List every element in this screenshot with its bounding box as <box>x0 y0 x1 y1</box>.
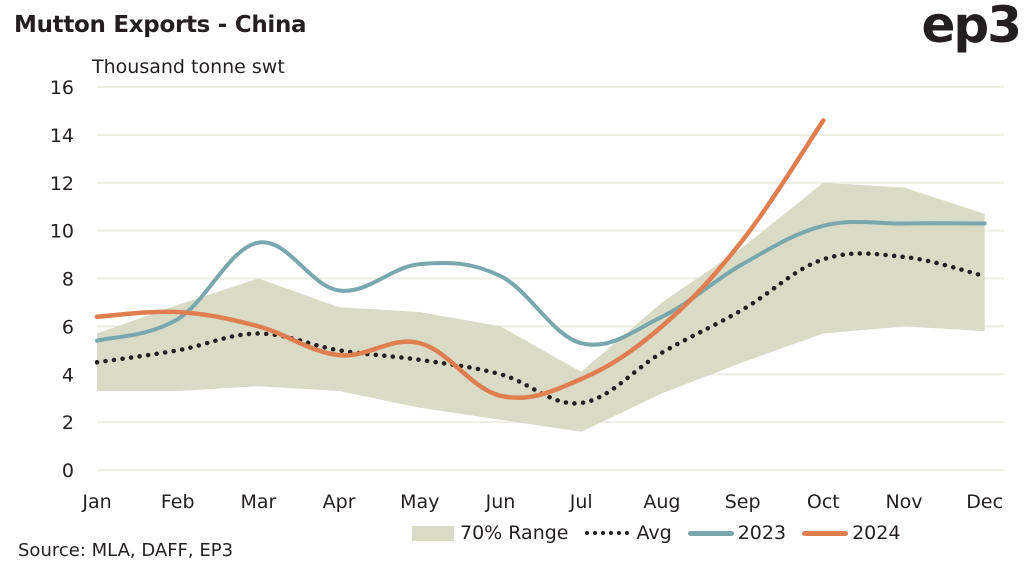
y-tick-label: 14 <box>50 125 74 147</box>
y-tick-label: 12 <box>50 173 74 195</box>
legend-label-range: 70% Range <box>460 522 569 544</box>
range-area-group <box>97 182 985 432</box>
legend-item-2024: 2024 <box>802 522 900 544</box>
legend: 70% Range Avg 2023 2024 <box>412 522 916 544</box>
x-tick-label: Mar <box>240 491 276 513</box>
series-2023-line <box>95 219 987 347</box>
x-tick-label: Apr <box>323 491 356 513</box>
y-tick-label: 16 <box>50 77 74 99</box>
x-tick-label: Oct <box>807 491 840 513</box>
x-tick-label: May <box>400 491 439 513</box>
range-area <box>97 182 985 432</box>
legend-label-2023: 2023 <box>737 522 787 544</box>
y-tick-label: 2 <box>62 412 74 434</box>
series-2024-line <box>94 118 826 400</box>
legend-label-2024: 2024 <box>852 522 901 544</box>
legend-swatch-range <box>412 525 454 541</box>
y-tick-label: 10 <box>50 221 74 243</box>
x-tick-label: Feb <box>161 491 195 513</box>
legend-swatch-2024 <box>802 530 849 536</box>
x-tick-label: Jun <box>485 491 516 513</box>
y-tick-label: 6 <box>62 316 74 338</box>
y-axis-unit-label: Thousand tonne swt <box>92 56 285 78</box>
series-avg-line <box>94 251 987 406</box>
x-tick-label: Nov <box>885 491 922 513</box>
y-tick-label: 8 <box>62 269 74 291</box>
source-note: Source: MLA, DAFF, EP3 <box>18 540 234 561</box>
x-axis-ticks: Jan Feb Mar Apr May Jun Jul Aug Sep Oct Nov Dec <box>81 491 1003 513</box>
y-axis-ticks: 0 2 4 6 8 10 12 14 16 <box>50 77 74 482</box>
legend-item-avg: Avg <box>584 522 672 544</box>
legend-label-avg: Avg <box>636 522 672 544</box>
legend-swatch-2023 <box>687 530 734 536</box>
legend-item-2023: 2023 <box>687 522 787 544</box>
x-tick-label: Dec <box>966 491 1003 513</box>
chart-title: Mutton Exports - China <box>14 12 307 38</box>
x-tick-label: Jul <box>569 491 593 513</box>
x-tick-label: Sep <box>725 491 761 513</box>
y-tick-label: 4 <box>62 364 74 386</box>
x-tick-label: Jan <box>81 491 111 513</box>
y-tick-label: 0 <box>62 460 74 482</box>
series-lines <box>94 118 987 406</box>
legend-item-range: 70% Range <box>412 522 569 544</box>
legend-swatch-avg <box>584 531 629 535</box>
ep3-logo: ep3 <box>921 0 1022 54</box>
x-tick-label: Aug <box>643 491 680 513</box>
